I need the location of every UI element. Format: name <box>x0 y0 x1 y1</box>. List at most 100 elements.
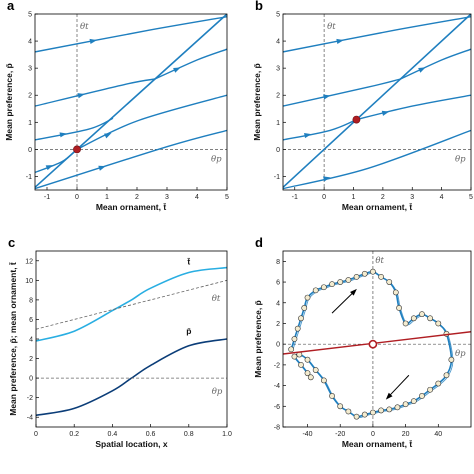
trajectory-point-d <box>337 403 344 410</box>
series-line-c-1 <box>36 338 227 417</box>
trajectory-point-d <box>427 386 434 393</box>
y-tick-label-a: 0 <box>28 147 32 154</box>
y-axis-label-b: Mean preference, p̄ <box>252 63 262 140</box>
x-tick-label-b: 3 <box>410 194 414 201</box>
y-tick-label-b: 5 <box>276 12 280 19</box>
trajectory-point-d <box>294 325 301 332</box>
panel-label-c: c <box>8 235 15 250</box>
x-tick-label-c: 0.6 <box>146 431 156 438</box>
x-tick-label-d: 20 <box>402 431 410 438</box>
trajectory-point-d <box>386 406 393 413</box>
trajectory-point-d <box>320 377 327 384</box>
y-tick-label-d: 8 <box>276 259 280 266</box>
series-label-t-c: t̄ <box>187 257 191 267</box>
x-tick-label-d: -20 <box>335 431 345 438</box>
trajectory-arrow-b-0 <box>336 38 344 45</box>
trajectory-point-d <box>298 361 304 368</box>
plot-frame-d <box>282 250 472 428</box>
y-tick-label-a: 5 <box>28 12 32 19</box>
trajectory-b-4 <box>356 94 471 121</box>
theta-p-annotation-d: θp <box>455 349 466 359</box>
trajectory-arrow-a-2 <box>59 132 67 138</box>
theta-t-annotation-c: θt <box>212 294 221 304</box>
trajectory-point-d <box>298 315 304 322</box>
y-tick-label-b: 2 <box>276 93 280 100</box>
plot-frame-c <box>35 250 228 428</box>
x-tick-label-a: 1 <box>105 194 109 201</box>
trajectory-point-d <box>353 273 360 280</box>
theta-t-annotation-a: θt <box>80 22 89 32</box>
trajectory-point-d <box>402 401 409 408</box>
direction-arrow-head-d <box>385 392 393 400</box>
x-axis-label-a: Mean ornament, t̄ <box>96 202 167 212</box>
x-tick-label-b: 5 <box>469 194 473 201</box>
y-tick-label-b: 1 <box>276 120 280 127</box>
theta-p-annotation-b: θp <box>455 154 466 164</box>
y-tick-label-b: -1 <box>274 174 280 181</box>
trajectory-a-2 <box>35 117 114 141</box>
plot-frame-b <box>282 13 472 191</box>
y-tick-label-d: -8 <box>274 425 280 432</box>
trajectory-arrow-a-4 <box>98 165 106 171</box>
trajectory-a-1 <box>35 78 156 107</box>
trajectory-point-d <box>370 409 376 416</box>
series-line-c-0 <box>36 266 227 342</box>
trajectory-a-6 <box>154 48 227 80</box>
y-tick-label-d: -6 <box>274 404 280 411</box>
trajectory-b-0 <box>283 16 471 53</box>
y-tick-label-c: -4 <box>27 415 33 422</box>
y-tick-label-c: 10 <box>25 278 33 285</box>
trajectory-arrow-b-1 <box>323 94 331 100</box>
trajectory-point-d <box>304 370 311 377</box>
trajectory-b-1 <box>283 78 401 107</box>
y-tick-label-d: 6 <box>276 280 280 287</box>
direction-arrow-head-d <box>350 288 357 296</box>
trajectory-point-d <box>288 346 295 353</box>
x-axis-label-c: Spatial location, x <box>95 439 168 449</box>
trajectory-a-0 <box>35 16 227 53</box>
plot-area-d <box>283 251 471 427</box>
trajectory-point-d <box>435 380 442 387</box>
trajectory-point-d <box>448 356 455 363</box>
trajectory-point-d <box>304 294 311 301</box>
trajectory-a-5 <box>76 94 227 151</box>
trajectory-point-d <box>291 353 298 360</box>
trajectory-b-5 <box>400 48 471 80</box>
y-tick-label-b: 0 <box>276 147 280 154</box>
trajectory-point-d <box>312 287 319 294</box>
x-tick-label-c: 0.2 <box>69 431 79 438</box>
x-tick-label-a: 0 <box>75 194 79 201</box>
trajectory-point-d <box>307 374 314 381</box>
theta-p-annotation-a: θp <box>211 154 222 164</box>
y-tick-label-c: 4 <box>29 337 33 344</box>
trajectory-point-d <box>337 279 344 285</box>
panel-label-d: d <box>255 235 263 250</box>
x-tick-label-d: 40 <box>434 431 442 438</box>
trajectory-point-d <box>378 407 384 414</box>
trajectory-point-d <box>353 413 360 420</box>
y-tick-label-c: 6 <box>29 317 33 324</box>
y-tick-label-a: 4 <box>28 39 32 46</box>
trajectory-point-d <box>402 320 409 327</box>
x-tick-label-c: 0.8 <box>184 431 194 438</box>
y-tick-label-b: 4 <box>276 39 280 46</box>
equilibrium-point-a <box>73 145 81 154</box>
trajectory-point-d <box>329 393 335 399</box>
y-tick-label-c: 8 <box>29 297 33 304</box>
y-axis-label-c: Mean preference, p̄; mean ornament, t̄ <box>8 262 18 416</box>
open-equilibrium-d <box>368 339 378 349</box>
x-tick-label-a: 2 <box>135 194 139 201</box>
x-tick-label-b: 1 <box>352 194 356 201</box>
trajectory-point-d <box>361 270 368 277</box>
x-tick-label-c: 1.0 <box>222 431 232 438</box>
trajectory-arrow-b-5 <box>418 67 426 73</box>
trajectory-point-d <box>427 315 434 322</box>
trajectory-point-d <box>370 268 376 275</box>
trajectory-point-d <box>304 356 311 363</box>
y-tick-label-d: 4 <box>276 300 280 307</box>
x-tick-label-b: -1 <box>292 194 298 201</box>
y-tick-label-d: 2 <box>276 321 280 328</box>
x-tick-label-a: 4 <box>195 194 199 201</box>
trajectory-arrow-a-3 <box>45 165 54 171</box>
panel-label-b: b <box>255 0 263 13</box>
